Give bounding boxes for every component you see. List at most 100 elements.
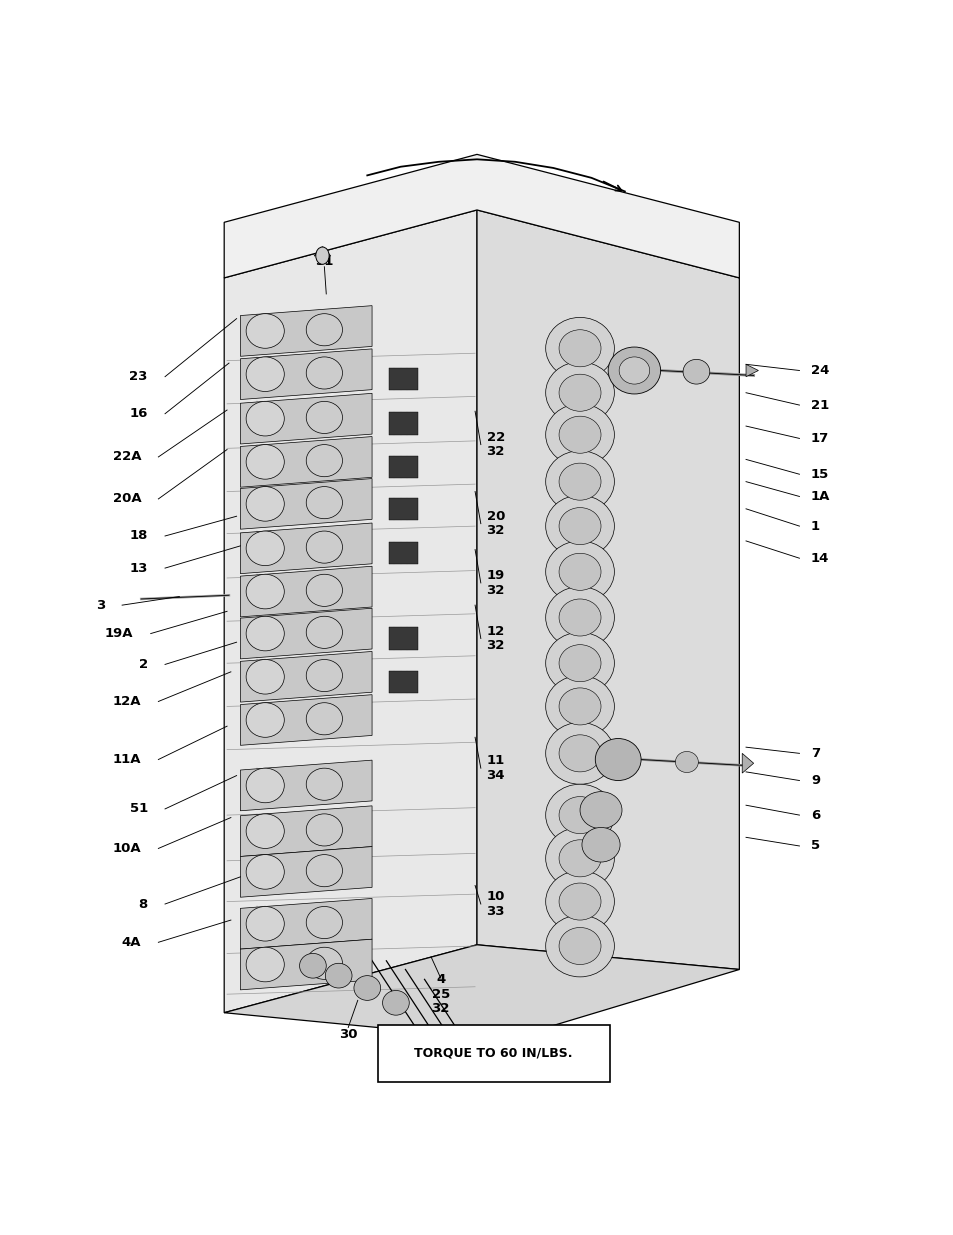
Ellipse shape	[306, 357, 342, 389]
Ellipse shape	[545, 871, 614, 932]
Text: 51: 51	[130, 803, 148, 815]
Text: 1A: 1A	[810, 490, 829, 503]
Ellipse shape	[545, 404, 614, 466]
Ellipse shape	[558, 735, 600, 772]
Ellipse shape	[246, 659, 284, 694]
Ellipse shape	[579, 792, 621, 829]
Polygon shape	[240, 566, 372, 616]
Ellipse shape	[246, 531, 284, 566]
Text: 16: 16	[130, 408, 148, 420]
Text: 14: 14	[810, 552, 828, 564]
Text: 6: 6	[810, 809, 820, 821]
Ellipse shape	[306, 855, 342, 887]
Ellipse shape	[306, 768, 342, 800]
Polygon shape	[240, 609, 372, 659]
Text: 31: 31	[314, 256, 334, 268]
Polygon shape	[240, 306, 372, 357]
Text: 4
25
32: 4 25 32	[431, 973, 450, 1015]
Ellipse shape	[545, 676, 614, 737]
Ellipse shape	[682, 359, 709, 384]
Ellipse shape	[246, 487, 284, 521]
Text: 5: 5	[810, 840, 820, 852]
Polygon shape	[240, 694, 372, 746]
Ellipse shape	[306, 906, 342, 939]
Text: TORQUE TO 60 IN/LBS.: TORQUE TO 60 IN/LBS.	[414, 1047, 573, 1060]
Ellipse shape	[545, 362, 614, 424]
Ellipse shape	[246, 357, 284, 391]
Polygon shape	[224, 210, 476, 1013]
Bar	[389, 368, 417, 390]
Ellipse shape	[246, 947, 284, 982]
Ellipse shape	[558, 883, 600, 920]
Ellipse shape	[595, 739, 640, 781]
Polygon shape	[240, 847, 372, 897]
Ellipse shape	[558, 797, 600, 834]
Polygon shape	[240, 805, 372, 857]
Ellipse shape	[545, 541, 614, 603]
Ellipse shape	[354, 976, 380, 1000]
Ellipse shape	[545, 587, 614, 648]
Text: 22
32: 22 32	[486, 431, 504, 458]
Text: 4A: 4A	[122, 936, 141, 948]
Text: 11A: 11A	[112, 753, 141, 766]
Ellipse shape	[246, 906, 284, 941]
Text: 10
33: 10 33	[486, 890, 504, 918]
Text: 3: 3	[95, 599, 105, 611]
Polygon shape	[240, 350, 372, 400]
Text: 1: 1	[810, 520, 820, 532]
Polygon shape	[240, 437, 372, 487]
Text: 23: 23	[130, 370, 148, 383]
Ellipse shape	[382, 990, 409, 1015]
Ellipse shape	[246, 616, 284, 651]
Ellipse shape	[306, 574, 342, 606]
Bar	[389, 456, 417, 478]
Ellipse shape	[306, 659, 342, 692]
Bar	[389, 627, 417, 650]
Ellipse shape	[325, 963, 352, 988]
Text: 24: 24	[810, 364, 828, 377]
Ellipse shape	[246, 855, 284, 889]
Polygon shape	[240, 393, 372, 445]
Polygon shape	[745, 364, 758, 377]
Text: 11
34: 11 34	[486, 755, 504, 782]
Polygon shape	[240, 940, 372, 990]
Ellipse shape	[558, 553, 600, 590]
Text: 8: 8	[138, 898, 148, 910]
Text: 9: 9	[810, 774, 820, 787]
Ellipse shape	[558, 330, 600, 367]
Ellipse shape	[299, 953, 326, 978]
Ellipse shape	[618, 357, 649, 384]
Polygon shape	[240, 479, 372, 529]
Ellipse shape	[246, 401, 284, 436]
Text: 12A: 12A	[112, 695, 141, 708]
Ellipse shape	[306, 314, 342, 346]
Ellipse shape	[306, 401, 342, 433]
Text: 2: 2	[138, 658, 148, 671]
Ellipse shape	[558, 688, 600, 725]
Ellipse shape	[558, 927, 600, 965]
Polygon shape	[741, 753, 753, 773]
Circle shape	[315, 247, 329, 264]
Text: 17: 17	[810, 432, 828, 445]
Polygon shape	[224, 154, 739, 278]
Text: 18: 18	[130, 530, 148, 542]
Ellipse shape	[545, 451, 614, 513]
Polygon shape	[240, 652, 372, 701]
Ellipse shape	[558, 645, 600, 682]
Ellipse shape	[545, 915, 614, 977]
Ellipse shape	[545, 784, 614, 846]
Ellipse shape	[306, 445, 342, 477]
Ellipse shape	[545, 317, 614, 379]
Ellipse shape	[246, 445, 284, 479]
Bar	[389, 671, 417, 693]
Text: 21: 21	[810, 399, 828, 411]
Ellipse shape	[306, 531, 342, 563]
Ellipse shape	[545, 827, 614, 889]
Ellipse shape	[581, 827, 619, 862]
Ellipse shape	[558, 374, 600, 411]
Text: 19A: 19A	[105, 627, 133, 640]
Polygon shape	[224, 945, 739, 1040]
Text: 7: 7	[810, 747, 820, 760]
Ellipse shape	[545, 495, 614, 557]
Ellipse shape	[558, 840, 600, 877]
